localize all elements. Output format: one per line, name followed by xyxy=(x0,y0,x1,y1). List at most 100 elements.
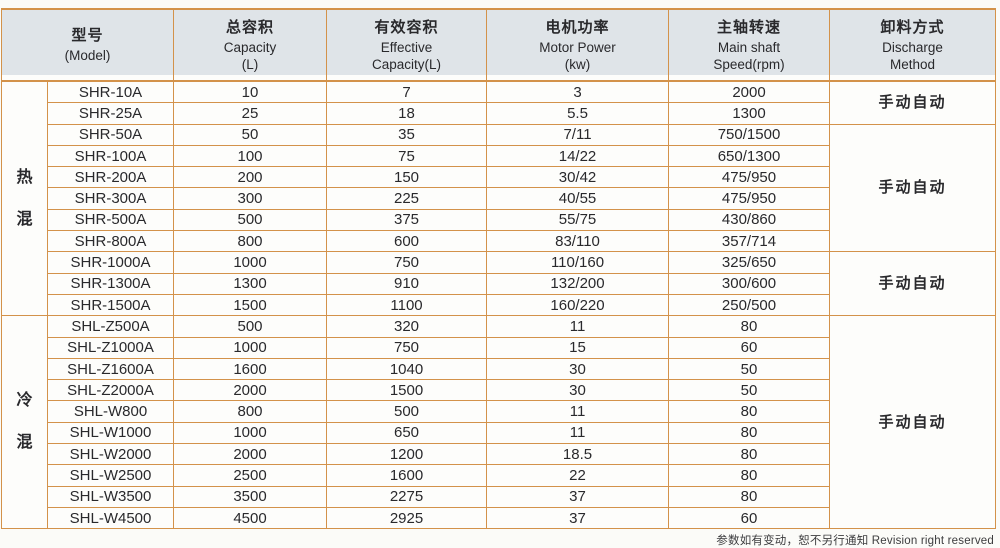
column-header-discharge-method: 卸料方式 Discharge Method xyxy=(829,8,997,82)
discharge-method-cell: 手动自动 xyxy=(829,123,997,253)
speed-cell: 80 xyxy=(668,315,831,338)
speed-cell: 80 xyxy=(668,443,831,466)
model-cell: SHL-W800 xyxy=(46,400,175,423)
model-cell: SHR-500A xyxy=(46,208,175,232)
motor-power-cell: 18.5 xyxy=(486,443,670,466)
capacity-cell: 1000 xyxy=(173,421,328,445)
motor-power-cell: 55/75 xyxy=(486,208,670,232)
motor-power-cell: 22 xyxy=(486,464,670,487)
capacity-cell: 800 xyxy=(173,400,328,423)
effective-capacity-cell: 7 xyxy=(326,80,488,104)
motor-power-cell: 37 xyxy=(486,485,670,508)
column-header-zh: 主轴转速 xyxy=(717,18,782,36)
effective-capacity-cell: 225 xyxy=(326,187,488,210)
table-row: SHR-50A 50 35 7/11 750/1500 手动自动 xyxy=(2,123,997,253)
capacity-cell: 50 xyxy=(173,123,328,146)
table-row: SHL-W2500 2500 1600 22 80 xyxy=(2,464,996,487)
effective-capacity-cell: 1500 xyxy=(326,379,488,402)
model-cell: SHL-Z500A xyxy=(46,315,175,338)
capacity-cell: 2000 xyxy=(173,379,328,402)
effective-capacity-cell: 35 xyxy=(326,123,488,146)
row-group-label: 热 混 xyxy=(1,80,48,317)
row-group-label: 冷 混 xyxy=(1,315,48,530)
capacity-cell: 100 xyxy=(173,144,328,168)
effective-capacity-cell: 75 xyxy=(326,144,488,168)
model-cell: SHR-50A xyxy=(46,123,175,146)
column-header-effective-capacity: 有效容积 Effective Capacity(L) xyxy=(326,8,488,82)
model-cell: SHR-800A xyxy=(46,230,175,253)
table-row: SHR-1500A 1500 1100 160/220 250/500 xyxy=(2,293,996,317)
model-cell: SHL-W1000 xyxy=(46,421,175,445)
table-row: SHR-300A 300 225 40/55 475/950 xyxy=(2,187,996,210)
table-row: 热 混 SHR-10A 10 7 3 2000 手动自动 xyxy=(1,80,997,317)
speed-cell: 60 xyxy=(668,506,831,530)
motor-power-cell: 83/110 xyxy=(486,230,670,253)
model-cell: SHR-10A xyxy=(46,80,175,104)
motor-power-cell: 110/160 xyxy=(486,251,670,274)
speed-cell: 430/860 xyxy=(668,208,831,232)
discharge-method-cell: 手动自动 xyxy=(829,251,997,317)
effective-capacity-cell: 375 xyxy=(326,208,488,232)
model-cell: SHR-25A xyxy=(46,102,175,125)
speed-cell: 475/950 xyxy=(668,187,831,210)
table-row: SHL-Z1600A 1600 1040 30 50 xyxy=(2,357,996,381)
motor-power-cell: 3 xyxy=(486,80,670,104)
column-header-zh: 电机功率 xyxy=(545,18,610,36)
column-header-zh: 型号 xyxy=(71,27,104,45)
speed-cell: 1300 xyxy=(668,102,831,125)
column-header-capacity: 总容积 Capacity (L) xyxy=(173,8,328,82)
motor-power-cell: 30 xyxy=(486,357,670,381)
effective-capacity-cell: 1600 xyxy=(326,464,488,487)
motor-power-cell: 11 xyxy=(486,315,670,338)
capacity-cell: 300 xyxy=(173,187,328,210)
model-cell: SHL-W4500 xyxy=(46,506,175,530)
effective-capacity-cell: 750 xyxy=(326,251,488,274)
model-cell: SHR-300A xyxy=(46,187,175,210)
model-cell: SHR-100A xyxy=(46,144,175,168)
table-header: 型号 (Model) 总容积 Capacity (L) 有效容积 Effective Ca… xyxy=(0,8,997,82)
mixer-spec-table: 型号 (Model) 总容积 Capacity (L) 有效容积 Effective Ca… xyxy=(0,8,997,530)
discharge-method-cell: 手动自动 xyxy=(829,80,997,125)
motor-power-cell: 132/200 xyxy=(486,272,670,295)
column-header-en: Main shaft Speed(rpm) xyxy=(713,39,785,72)
model-cell: SHL-Z1000A xyxy=(46,336,175,359)
model-cell: SHL-W2500 xyxy=(46,464,175,487)
speed-cell: 325/650 xyxy=(668,251,831,274)
effective-capacity-cell: 2925 xyxy=(326,506,488,530)
effective-capacity-cell: 750 xyxy=(326,336,488,359)
column-header-zh: 总容积 xyxy=(226,18,275,36)
effective-capacity-cell: 1040 xyxy=(326,357,488,381)
column-header-en: Capacity (L) xyxy=(223,39,277,72)
model-cell: SHL-W2000 xyxy=(46,443,175,466)
motor-power-cell: 30/42 xyxy=(486,166,670,189)
capacity-cell: 10 xyxy=(173,80,328,104)
capacity-cell: 25 xyxy=(173,102,328,125)
column-header-en: Discharge Method xyxy=(882,39,943,72)
capacity-cell: 200 xyxy=(173,166,328,189)
model-cell: SHL-Z1600A xyxy=(46,357,175,381)
capacity-cell: 500 xyxy=(173,315,328,338)
capacity-cell: 3500 xyxy=(173,485,328,508)
motor-power-cell: 40/55 xyxy=(486,187,670,210)
effective-capacity-cell: 320 xyxy=(326,315,488,338)
motor-power-cell: 160/220 xyxy=(486,293,670,317)
motor-power-cell: 11 xyxy=(486,400,670,423)
speed-cell: 750/1500 xyxy=(668,123,831,146)
capacity-cell: 1300 xyxy=(173,272,328,295)
effective-capacity-cell: 650 xyxy=(326,421,488,445)
motor-power-cell: 7/11 xyxy=(486,123,670,146)
column-header-en: (Model) xyxy=(64,48,111,64)
speed-cell: 300/600 xyxy=(668,272,831,295)
table-row: SHR-1000A 1000 750 110/160 325/650 手动自动 xyxy=(2,251,997,317)
speed-cell: 475/950 xyxy=(668,166,831,189)
capacity-cell: 800 xyxy=(173,230,328,253)
capacity-cell: 1000 xyxy=(173,336,328,359)
motor-power-cell: 15 xyxy=(486,336,670,359)
capacity-cell: 1600 xyxy=(173,357,328,381)
effective-capacity-cell: 150 xyxy=(326,166,488,189)
discharge-method-cell: 手动自动 xyxy=(829,315,997,530)
model-cell: SHL-W3500 xyxy=(46,485,175,508)
column-header-main-shaft-speed: 主轴转速 Main shaft Speed(rpm) xyxy=(668,8,831,82)
table-row: SHR-500A 500 375 55/75 430/860 xyxy=(2,208,996,232)
column-header-zh: 有效容积 xyxy=(374,18,439,36)
